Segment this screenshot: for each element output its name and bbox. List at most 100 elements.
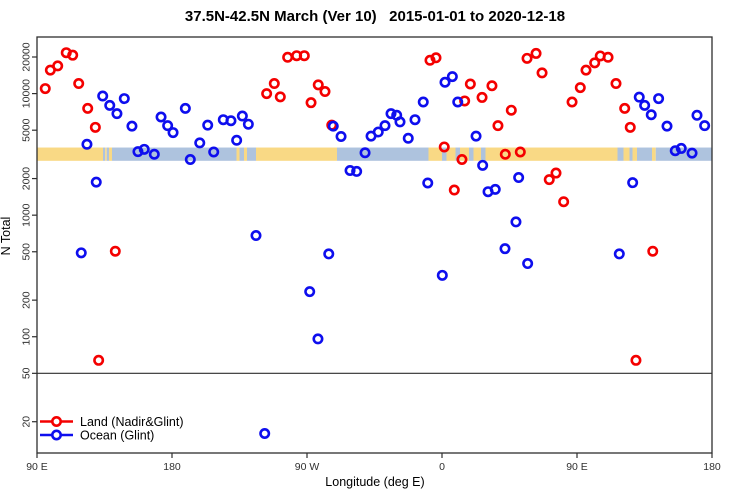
ocean-point bbox=[499, 243, 511, 255]
ocean-point bbox=[225, 115, 237, 127]
land-point bbox=[305, 97, 317, 109]
ocean-point bbox=[436, 269, 448, 281]
land-point bbox=[521, 52, 533, 64]
band-segment-land bbox=[37, 147, 103, 161]
x-tick-label: 0 bbox=[439, 461, 445, 473]
y-tick-label: 20 bbox=[21, 416, 33, 428]
band-segment-ocean bbox=[442, 147, 447, 161]
band-segment-ocean bbox=[637, 147, 652, 161]
x-tick-label: 90 E bbox=[566, 461, 588, 473]
band-segment-land bbox=[485, 147, 618, 161]
land-point bbox=[274, 91, 286, 103]
land-point bbox=[89, 121, 101, 133]
ocean-point bbox=[304, 286, 316, 298]
ocean-point bbox=[422, 177, 434, 189]
band-segment-ocean bbox=[481, 147, 486, 161]
ocean-point bbox=[81, 138, 93, 150]
ocean-point bbox=[402, 132, 414, 144]
land-point bbox=[558, 196, 570, 208]
band-segment-land bbox=[632, 147, 637, 161]
land-point bbox=[424, 54, 436, 66]
ocean-point bbox=[359, 147, 371, 159]
ocean-point bbox=[208, 146, 220, 158]
land-point bbox=[464, 78, 476, 90]
x-axis-title: Longitude (deg E) bbox=[325, 475, 425, 489]
ocean-point bbox=[335, 130, 347, 142]
ocean-point bbox=[250, 230, 262, 242]
y-tick-label: 20000 bbox=[21, 42, 33, 71]
land-point bbox=[73, 78, 85, 90]
ocean-point bbox=[452, 96, 464, 108]
band-segment-land bbox=[236, 147, 240, 161]
ocean-point bbox=[653, 93, 665, 105]
land-point bbox=[282, 51, 294, 63]
land-point bbox=[580, 64, 592, 76]
plot-border bbox=[36, 36, 713, 454]
land-point bbox=[438, 141, 450, 153]
ocean-point bbox=[104, 99, 116, 111]
ocean-point bbox=[327, 120, 339, 132]
ocean-point bbox=[510, 216, 522, 228]
land-point bbox=[550, 167, 562, 179]
y-tick-label: 2000 bbox=[21, 167, 33, 191]
land-point bbox=[312, 79, 324, 91]
band-segment-land bbox=[623, 147, 630, 161]
band-segment-land bbox=[446, 147, 456, 161]
ocean-point bbox=[242, 118, 254, 130]
ocean-point bbox=[699, 120, 711, 132]
land-point bbox=[109, 245, 121, 257]
land-point bbox=[459, 95, 471, 107]
land-point bbox=[298, 50, 310, 62]
ocean-point bbox=[439, 76, 451, 88]
band-segment-ocean bbox=[103, 147, 106, 161]
ocean-point bbox=[126, 120, 138, 132]
ocean-point bbox=[184, 154, 196, 166]
ocean-point bbox=[344, 165, 356, 177]
y-axis-title: N Total bbox=[0, 216, 13, 256]
ocean-point bbox=[138, 143, 150, 155]
band-segment-ocean bbox=[655, 147, 712, 161]
y-tick-label: 100 bbox=[21, 328, 33, 346]
band-segment-land bbox=[652, 147, 656, 161]
band-segment-ocean bbox=[106, 147, 109, 161]
land-point bbox=[610, 78, 622, 90]
chart-title: 37.5N-42.5N March (Ver 10) 2015-01-01 to… bbox=[184, 8, 566, 25]
ocean-point bbox=[446, 71, 458, 83]
ocean-point bbox=[236, 110, 248, 122]
ocean-point bbox=[409, 114, 421, 126]
ocean-point bbox=[489, 183, 501, 195]
land-point bbox=[39, 83, 51, 95]
band-segment-ocean bbox=[629, 147, 633, 161]
ocean-point bbox=[162, 120, 174, 132]
band-segment-ocean bbox=[617, 147, 624, 161]
ocean-point bbox=[470, 130, 482, 142]
ocean-point bbox=[522, 258, 534, 270]
land-point bbox=[319, 86, 331, 98]
ocean-point bbox=[513, 172, 525, 184]
land-point bbox=[536, 67, 548, 79]
ocean-point bbox=[118, 93, 130, 105]
band-segment-land bbox=[428, 147, 442, 161]
land-point bbox=[630, 354, 642, 366]
land-point bbox=[499, 148, 511, 160]
ocean-point bbox=[669, 145, 681, 157]
land-point bbox=[52, 60, 64, 72]
band-segment-land bbox=[105, 147, 107, 161]
x-tick-label: 180 bbox=[703, 461, 721, 473]
land-point bbox=[82, 102, 94, 114]
ocean-point bbox=[613, 248, 625, 260]
ocean-point bbox=[661, 120, 673, 132]
y-tick-label: 5000 bbox=[21, 118, 33, 142]
land-point bbox=[430, 52, 442, 64]
ocean-point bbox=[691, 109, 703, 121]
y-tick-label: 1000 bbox=[21, 203, 33, 227]
x-tick-label: 90 W bbox=[295, 461, 320, 473]
legend-marker bbox=[50, 429, 62, 441]
ocean-point bbox=[194, 137, 206, 149]
y-tick-label: 200 bbox=[21, 291, 33, 309]
ocean-point bbox=[379, 120, 391, 132]
band-segment-ocean bbox=[469, 147, 474, 161]
band-segment-ocean bbox=[337, 147, 429, 161]
ocean-point bbox=[417, 96, 429, 108]
